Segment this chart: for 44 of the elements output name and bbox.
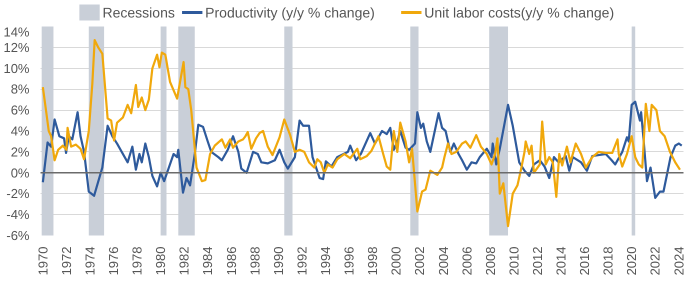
x-tick-label: 1976 — [106, 246, 122, 276]
legend-label: Recessions — [102, 4, 175, 20]
legend-label: Unit labor costs(y/y % change) — [424, 4, 614, 20]
y-tick-label: 2% — [10, 144, 30, 160]
y-tick-label: -6% — [6, 228, 30, 243]
x-tick-label: 1982 — [176, 246, 192, 276]
y-tick-label: -2% — [6, 186, 30, 202]
x-tick-label: 1994 — [318, 246, 333, 276]
y-tick-label: 8% — [10, 82, 30, 97]
x-tick-label: 2008 — [482, 246, 498, 276]
line-series — [42, 38, 682, 228]
x-tick-label: 1978 — [130, 246, 145, 276]
x-tick-label: 1974 — [82, 246, 98, 276]
x-tick-label: 2002 — [412, 246, 428, 276]
x-tick-label: 2004 — [436, 246, 451, 276]
x-tick-label: 2010 — [506, 246, 522, 276]
y-tick-label: 14% — [3, 24, 30, 40]
x-tick-label: 2014 — [554, 246, 569, 276]
x-tick-label: 1986 — [224, 246, 239, 276]
x-tick-label: 2020 — [624, 246, 640, 276]
y-tick-label: 0% — [10, 165, 30, 180]
x-tick-label: 1996 — [342, 246, 357, 276]
y-tick-label: -4% — [6, 207, 30, 222]
x-tick-label: 1970 — [35, 246, 50, 276]
x-tick-label: 2016 — [577, 246, 592, 276]
x-tick-label: 1998 — [365, 246, 380, 276]
y-tick-label: 10% — [3, 60, 30, 76]
x-tick-label: 1972 — [58, 246, 74, 276]
x-tick-label: 2012 — [530, 246, 545, 276]
legend-label: Productivity (y/y % change) — [205, 4, 375, 20]
x-tick-label: 2000 — [388, 246, 404, 276]
x-tick-label: 2006 — [459, 246, 474, 276]
y-tick-label: 12% — [3, 40, 30, 55]
y-tick-label: 6% — [10, 102, 30, 118]
x-tick-label: 2022 — [648, 246, 663, 276]
x-tick-label: 1990 — [270, 246, 286, 276]
x-tick-label: 1988 — [247, 246, 262, 276]
x-tick-label: 2024 — [671, 246, 686, 276]
x-tick-label: 1980 — [153, 246, 168, 276]
x-tick-label: 2018 — [600, 246, 616, 276]
x-tick-label: 1992 — [294, 246, 310, 276]
line-series — [42, 100, 683, 199]
x-tick-label: 1984 — [200, 246, 216, 276]
y-tick-label: 4% — [10, 124, 30, 138]
